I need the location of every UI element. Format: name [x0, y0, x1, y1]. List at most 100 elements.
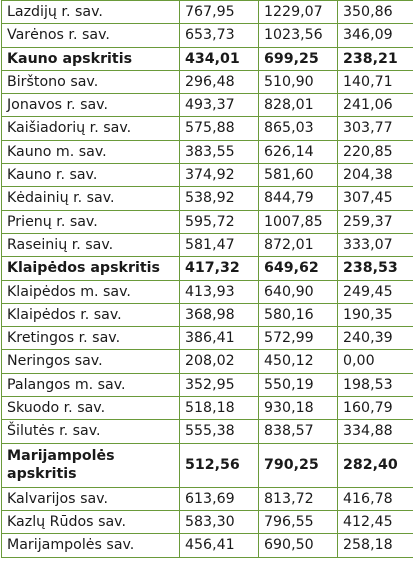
cell-value-2: 1023,56	[258, 23, 338, 48]
cell-value-2: 828,01	[258, 93, 338, 118]
cell-value-2: 450,12	[258, 349, 338, 374]
cell-name: Kauno m. sav.	[1, 139, 180, 165]
cell-name: Raseinių r. sav.	[1, 232, 180, 258]
table-row: Neringos sav. 208,02 450,12 0,00	[1, 349, 413, 374]
cell-value-1: 352,95	[179, 372, 259, 398]
table-row: Skuodo r. sav. 518,18 930,18 160,79	[1, 396, 413, 421]
cell-value-3: 190,35	[337, 302, 413, 328]
table-row: Kazlų Rūdos sav. 583,30 796,55 412,45	[1, 509, 413, 535]
cell-name: Birštono sav.	[1, 69, 180, 95]
cell-name: Kauno apskritis	[1, 46, 180, 71]
cell-value-2: 580,16	[258, 302, 338, 328]
table-row: Kalvarijos sav. 613,69 813,72 416,78	[1, 486, 413, 511]
cell-value-1: 581,47	[179, 232, 259, 258]
cell-name: Lazdijų r. sav.	[1, 0, 180, 25]
table-row: Kauno m. sav. 383,55 626,14 220,85	[1, 139, 413, 165]
cell-value-2: 581,60	[258, 163, 338, 188]
table-row-county: Marijampolės apskritis 512,56 790,25 282…	[1, 442, 413, 488]
cell-name: Neringos sav.	[1, 349, 180, 374]
cell-value-2: 872,01	[258, 232, 338, 258]
cell-name: Skuodo r. sav.	[1, 396, 180, 421]
cell-value-1: 518,18	[179, 396, 259, 421]
table-body: Lazdijų r. sav. 767,95 1229,07 350,86 Va…	[1, 0, 413, 558]
table-row: Klaipėdos m. sav. 413,93 640,90 249,45	[1, 279, 413, 304]
cell-name: Prienų r. sav.	[1, 209, 180, 234]
cell-value-1: 383,55	[179, 139, 259, 165]
cell-value-3: 0,00	[337, 349, 413, 374]
cell-value-3: 259,37	[337, 209, 413, 234]
cell-value-3: 416,78	[337, 486, 413, 511]
cell-value-1: 456,41	[179, 533, 259, 558]
table-row: Jonavos r. sav. 493,37 828,01 241,06	[1, 93, 413, 118]
cell-value-2: 838,57	[258, 419, 338, 444]
cell-value-2: 844,79	[258, 186, 338, 211]
cell-value-1: 368,98	[179, 302, 259, 328]
cell-name: Marijampolės apskritis	[1, 442, 180, 488]
cell-name: Kazlų Rūdos sav.	[1, 509, 180, 535]
cell-value-1: 583,30	[179, 509, 259, 535]
cell-name: Kalvarijos sav.	[1, 486, 180, 511]
cell-value-1: 653,73	[179, 23, 259, 48]
cell-value-2: 699,25	[258, 46, 338, 71]
table-row: Prienų r. sav. 595,72 1007,85 259,37	[1, 209, 413, 234]
cell-value-3: 238,53	[337, 256, 413, 281]
cell-value-3: 238,21	[337, 46, 413, 71]
cell-value-1: 208,02	[179, 349, 259, 374]
cell-name: Klaipėdos apskritis	[1, 256, 180, 281]
cell-value-1: 555,38	[179, 419, 259, 444]
table-row: Kretingos r. sav. 386,41 572,99 240,39	[1, 326, 413, 351]
cell-value-2: 930,18	[258, 396, 338, 421]
table-row: Kauno r. sav. 374,92 581,60 204,38	[1, 163, 413, 188]
cell-value-2: 626,14	[258, 139, 338, 165]
cell-name: Marijampolės sav.	[1, 533, 180, 558]
cell-value-3: 303,77	[337, 116, 413, 141]
cell-value-3: 198,53	[337, 372, 413, 398]
cell-value-1: 374,92	[179, 163, 259, 188]
cell-value-3: 307,45	[337, 186, 413, 211]
cell-value-2: 649,62	[258, 256, 338, 281]
cell-value-3: 249,45	[337, 279, 413, 304]
cell-value-2: 572,99	[258, 326, 338, 351]
cell-value-3: 240,39	[337, 326, 413, 351]
table-row: Klaipėdos r. sav. 368,98 580,16 190,35	[1, 302, 413, 328]
cell-value-1: 493,37	[179, 93, 259, 118]
cell-value-1: 512,56	[179, 442, 259, 488]
cell-name: Kaišiadorių r. sav.	[1, 116, 180, 141]
cell-value-2: 813,72	[258, 486, 338, 511]
cell-value-1: 296,48	[179, 69, 259, 95]
data-table: Lazdijų r. sav. 767,95 1229,07 350,86 Va…	[1, 0, 413, 558]
cell-value-3: 160,79	[337, 396, 413, 421]
cell-value-2: 510,90	[258, 69, 338, 95]
cell-value-2: 790,25	[258, 442, 338, 488]
table-row: Marijampolės sav. 456,41 690,50 258,18	[1, 533, 413, 558]
table-row: Lazdijų r. sav. 767,95 1229,07 350,86	[1, 0, 413, 25]
cell-name: Klaipėdos r. sav.	[1, 302, 180, 328]
cell-value-3: 333,07	[337, 232, 413, 258]
cell-value-1: 417,32	[179, 256, 259, 281]
cell-value-2: 640,90	[258, 279, 338, 304]
table-row: Birštono sav. 296,48 510,90 140,71	[1, 69, 413, 95]
table-row: Palangos m. sav. 352,95 550,19 198,53	[1, 372, 413, 398]
cell-value-3: 350,86	[337, 0, 413, 25]
table-row: Raseinių r. sav. 581,47 872,01 333,07	[1, 232, 413, 258]
cell-value-3: 220,85	[337, 139, 413, 165]
cell-name: Kauno r. sav.	[1, 163, 180, 188]
table-row: Kaišiadorių r. sav. 575,88 865,03 303,77	[1, 116, 413, 141]
cell-value-3: 334,88	[337, 419, 413, 444]
cell-value-1: 767,95	[179, 0, 259, 25]
cell-value-2: 1007,85	[258, 209, 338, 234]
cell-value-3: 346,09	[337, 23, 413, 48]
table-row: Varėnos r. sav. 653,73 1023,56 346,09	[1, 23, 413, 48]
cell-name: Kėdainių r. sav.	[1, 186, 180, 211]
cell-value-1: 538,92	[179, 186, 259, 211]
cell-value-1: 434,01	[179, 46, 259, 71]
cell-value-2: 690,50	[258, 533, 338, 558]
cell-value-3: 140,71	[337, 69, 413, 95]
cell-value-3: 412,45	[337, 509, 413, 535]
cell-name: Klaipėdos m. sav.	[1, 279, 180, 304]
cell-value-1: 575,88	[179, 116, 259, 141]
cell-value-2: 796,55	[258, 509, 338, 535]
cell-value-3: 258,18	[337, 533, 413, 558]
table-row-county: Klaipėdos apskritis 417,32 649,62 238,53	[1, 256, 413, 281]
cell-name: Palangos m. sav.	[1, 372, 180, 398]
